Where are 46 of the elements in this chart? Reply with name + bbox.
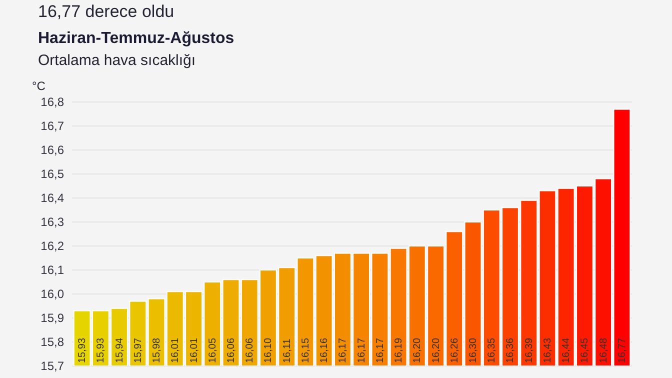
data-label: 16,19 bbox=[394, 338, 405, 363]
data-label: 15,93 bbox=[96, 338, 107, 363]
y-tick-label: 16,2 bbox=[40, 239, 64, 253]
data-label: 16,39 bbox=[524, 338, 535, 363]
y-tick-label: 15,8 bbox=[40, 335, 64, 349]
data-label: 16,16 bbox=[319, 338, 330, 363]
data-label: 16,01 bbox=[188, 338, 200, 363]
data-label: 16,48 bbox=[598, 338, 610, 363]
y-tick-label: 16,8 bbox=[40, 95, 64, 109]
data-label: 16,17 bbox=[338, 338, 349, 363]
data-label: 16,10 bbox=[263, 338, 274, 363]
chart-subtitle: Ortalama hava sıcaklığı bbox=[38, 52, 196, 69]
data-label: 16,11 bbox=[282, 338, 293, 363]
data-label: 16,30 bbox=[468, 338, 480, 363]
data-label: 16,77 bbox=[616, 338, 628, 363]
data-label: 16,17 bbox=[356, 338, 368, 363]
y-tick-label: 15,7 bbox=[40, 359, 64, 373]
data-label: 15,97 bbox=[132, 338, 144, 363]
y-tick-label: 15,9 bbox=[40, 311, 64, 325]
data-label: 15,94 bbox=[114, 338, 126, 363]
y-tick-label: 16,0 bbox=[40, 287, 64, 301]
data-label: 16,17 bbox=[374, 338, 386, 363]
data-label: 15,98 bbox=[152, 338, 163, 363]
y-tick-label: 16,5 bbox=[40, 167, 64, 181]
data-label: 16,45 bbox=[580, 338, 591, 363]
data-label: 16,26 bbox=[449, 338, 460, 363]
data-label: 16,05 bbox=[207, 338, 218, 363]
y-tick-label: 16,4 bbox=[40, 191, 64, 205]
y-tick-label: 16,1 bbox=[40, 263, 64, 277]
data-label: 16,43 bbox=[542, 338, 554, 363]
y-tick-label: 16,3 bbox=[40, 215, 64, 229]
data-label: 16,44 bbox=[561, 338, 572, 363]
data-label: 16,20 bbox=[430, 338, 442, 363]
data-label: 16,35 bbox=[486, 338, 498, 363]
y-tick-label: 16,7 bbox=[40, 119, 64, 133]
data-label: 16,06 bbox=[226, 338, 237, 363]
y-tick-label: 16,6 bbox=[40, 143, 64, 157]
data-label: 16,06 bbox=[244, 338, 256, 363]
data-label: 16,01 bbox=[170, 338, 182, 363]
data-label: 15,93 bbox=[77, 338, 88, 363]
data-label: 16,20 bbox=[412, 338, 424, 363]
data-label: 16,15 bbox=[300, 338, 312, 363]
text: 16,77 derece oldu bbox=[38, 2, 174, 21]
chart-title: Haziran-Temmuz-Ağustos bbox=[38, 30, 234, 47]
data-label: 16,36 bbox=[505, 338, 516, 363]
y-axis-title: °C bbox=[32, 79, 46, 93]
